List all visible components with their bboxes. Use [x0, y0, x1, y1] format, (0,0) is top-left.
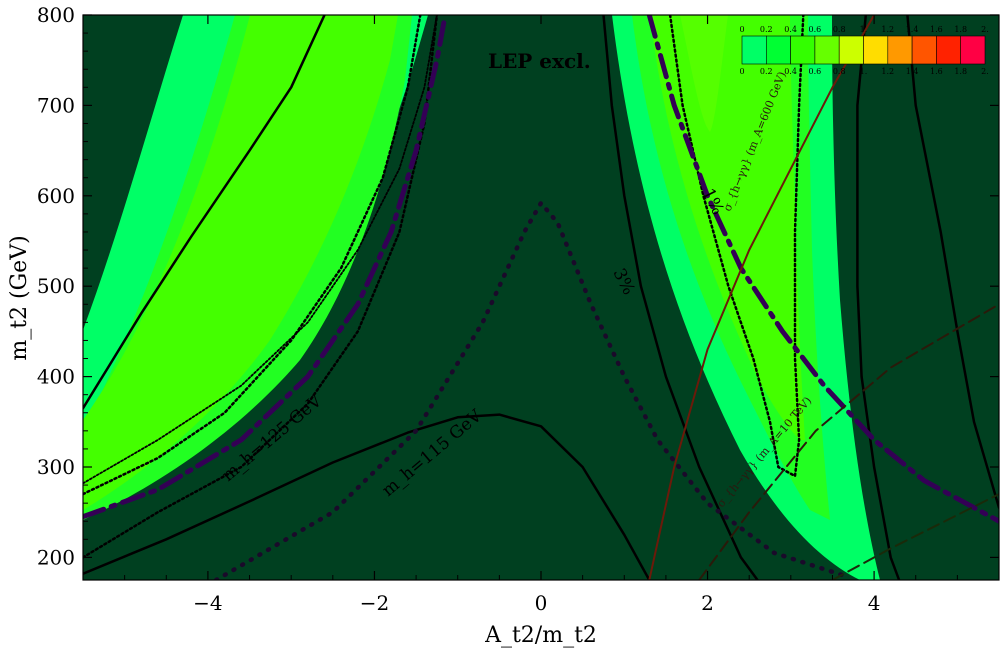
y-tick-label: 800: [37, 3, 75, 27]
y-tick-label: 200: [37, 545, 75, 569]
curve-dotted-left-b: [83, 15, 439, 559]
colorbar-tick-label-bottom: 1.6: [930, 67, 943, 76]
colorbar-swatch: [765, 35, 791, 65]
y-tick-label: 300: [37, 455, 75, 479]
colorbar-tick-label-top: 0.4: [784, 25, 797, 34]
curve-mh125-right-outer: [856, 15, 901, 580]
colorbar-swatch: [741, 35, 767, 65]
plot-area: [83, 15, 999, 580]
curve-far-right: [906, 15, 999, 509]
curve-dashdot-right: [646, 15, 999, 524]
lep-exclusion-label: LEP excl.: [488, 49, 591, 73]
colorbar-tick-label-top: 1.: [860, 25, 868, 34]
curve-mh125-left-outer: [83, 15, 326, 410]
y-tick-label: 500: [37, 274, 75, 298]
curve-green-dashed: [831, 493, 999, 580]
left-band-inner: [83, 15, 398, 510]
colorbar-swatch: [863, 35, 889, 65]
colorbar-tick-label-bottom: 1.8: [954, 67, 967, 76]
colorbar-tick-label-top: 0.2: [760, 25, 773, 34]
colorbar-tick-label-bottom: 1.: [860, 67, 868, 76]
colorbar-tick-label-top: 1.6: [930, 25, 943, 34]
curve-mh115: [83, 413, 651, 580]
colorbar-tick-label-top: 0.8: [833, 25, 846, 34]
colorbar-swatch: [838, 35, 864, 65]
colorbar-swatch: [936, 35, 962, 65]
x-axis-title: A_t2/m_t2: [484, 623, 597, 648]
x-tick-label: 0: [535, 591, 548, 615]
colorbar-tick-label-top: 2.: [981, 25, 989, 34]
colorbar-tick-label-bottom: 1.2: [881, 67, 894, 76]
colorbar-tick-label-top: 1.2: [881, 25, 894, 34]
x-tick-label: −2: [360, 591, 389, 615]
y-axis-title: m_t2 (GeV): [7, 235, 32, 360]
curve-dotted-left-a: [83, 15, 422, 496]
y-tick-label: 600: [37, 184, 75, 208]
right-band-core: [680, 15, 728, 132]
curve-brown-line: [648, 15, 876, 580]
x-tick-label: 2: [701, 591, 714, 615]
colorbar-tick-label-top: 1.8: [954, 25, 967, 34]
colorbar-tick-label-bottom: 2.: [981, 67, 989, 76]
colorbar-swatch: [911, 35, 937, 65]
curve-mh125-right-inner: [602, 15, 759, 580]
curve-dotted-right-loop: [668, 15, 805, 478]
x-tick-label: −4: [193, 591, 222, 615]
colorbar-tick-label-top: 0: [739, 25, 744, 34]
colorbar-tick-label-bottom: 0: [739, 67, 744, 76]
colorbar-tick-label-top: 1.4: [906, 25, 919, 34]
curve-mh125-left-inner: [83, 15, 438, 485]
colorbar-tick-label-bottom: 0.2: [760, 67, 773, 76]
colorbar-swatch: [887, 35, 913, 65]
colorbar: 0 0 0.2 0.2 0.4 0.4 0.6 0.6 0.8 0.8 1. 1. 1.2 1.2 1.4 1…: [739, 25, 988, 76]
colorbar-tick-label-bottom: 1.4: [906, 67, 919, 76]
curve-dashdot-left: [83, 15, 448, 520]
x-tick-label: 4: [868, 591, 881, 615]
colorbar-swatch: [790, 35, 816, 65]
curve-brown-dashed: [698, 303, 999, 580]
curve-dotted-mid: [213, 200, 852, 580]
y-tick-label: 700: [37, 93, 75, 117]
colorbar-tick-label-top: 0.6: [809, 25, 822, 34]
right-band-inner: [650, 15, 805, 440]
colorbar-tick-label-bottom: 0.6: [809, 67, 822, 76]
colorbar-swatch: [814, 35, 840, 65]
colorbar-swatch: [960, 35, 986, 65]
colorbar-tick-label-bottom: 0.8: [833, 67, 846, 76]
y-tick-label: 400: [37, 365, 75, 389]
colorbar-tick-label-bottom: 0.4: [784, 67, 797, 76]
